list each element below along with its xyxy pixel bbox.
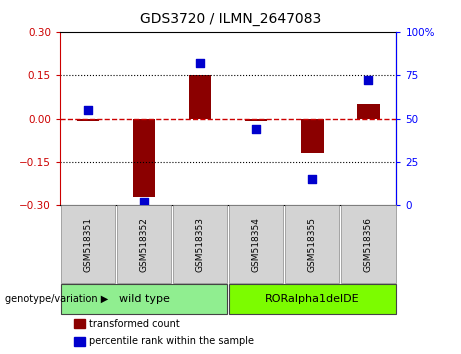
Bar: [245, 119, 267, 121]
Point: [309, 176, 316, 182]
Text: GSM518351: GSM518351: [83, 217, 93, 272]
Point: [253, 126, 260, 132]
Bar: [133, 119, 155, 197]
Point: [196, 60, 204, 66]
Point: [84, 107, 92, 113]
Text: GSM518356: GSM518356: [364, 217, 373, 272]
Point: [140, 199, 148, 205]
Bar: [77, 119, 99, 121]
Text: GSM518353: GSM518353: [195, 217, 205, 272]
Text: GSM518352: GSM518352: [140, 217, 148, 272]
Text: wild type: wild type: [118, 294, 170, 304]
Bar: [357, 104, 379, 119]
Bar: [301, 119, 324, 153]
Text: transformed count: transformed count: [89, 319, 179, 329]
Text: percentile rank within the sample: percentile rank within the sample: [89, 336, 254, 346]
Text: genotype/variation ▶: genotype/variation ▶: [5, 294, 108, 304]
Text: GSM518354: GSM518354: [252, 217, 261, 272]
Text: GSM518355: GSM518355: [308, 217, 317, 272]
Bar: [189, 75, 211, 119]
Text: GDS3720 / ILMN_2647083: GDS3720 / ILMN_2647083: [140, 12, 321, 27]
Point: [365, 78, 372, 83]
Text: RORalpha1delDE: RORalpha1delDE: [265, 294, 360, 304]
